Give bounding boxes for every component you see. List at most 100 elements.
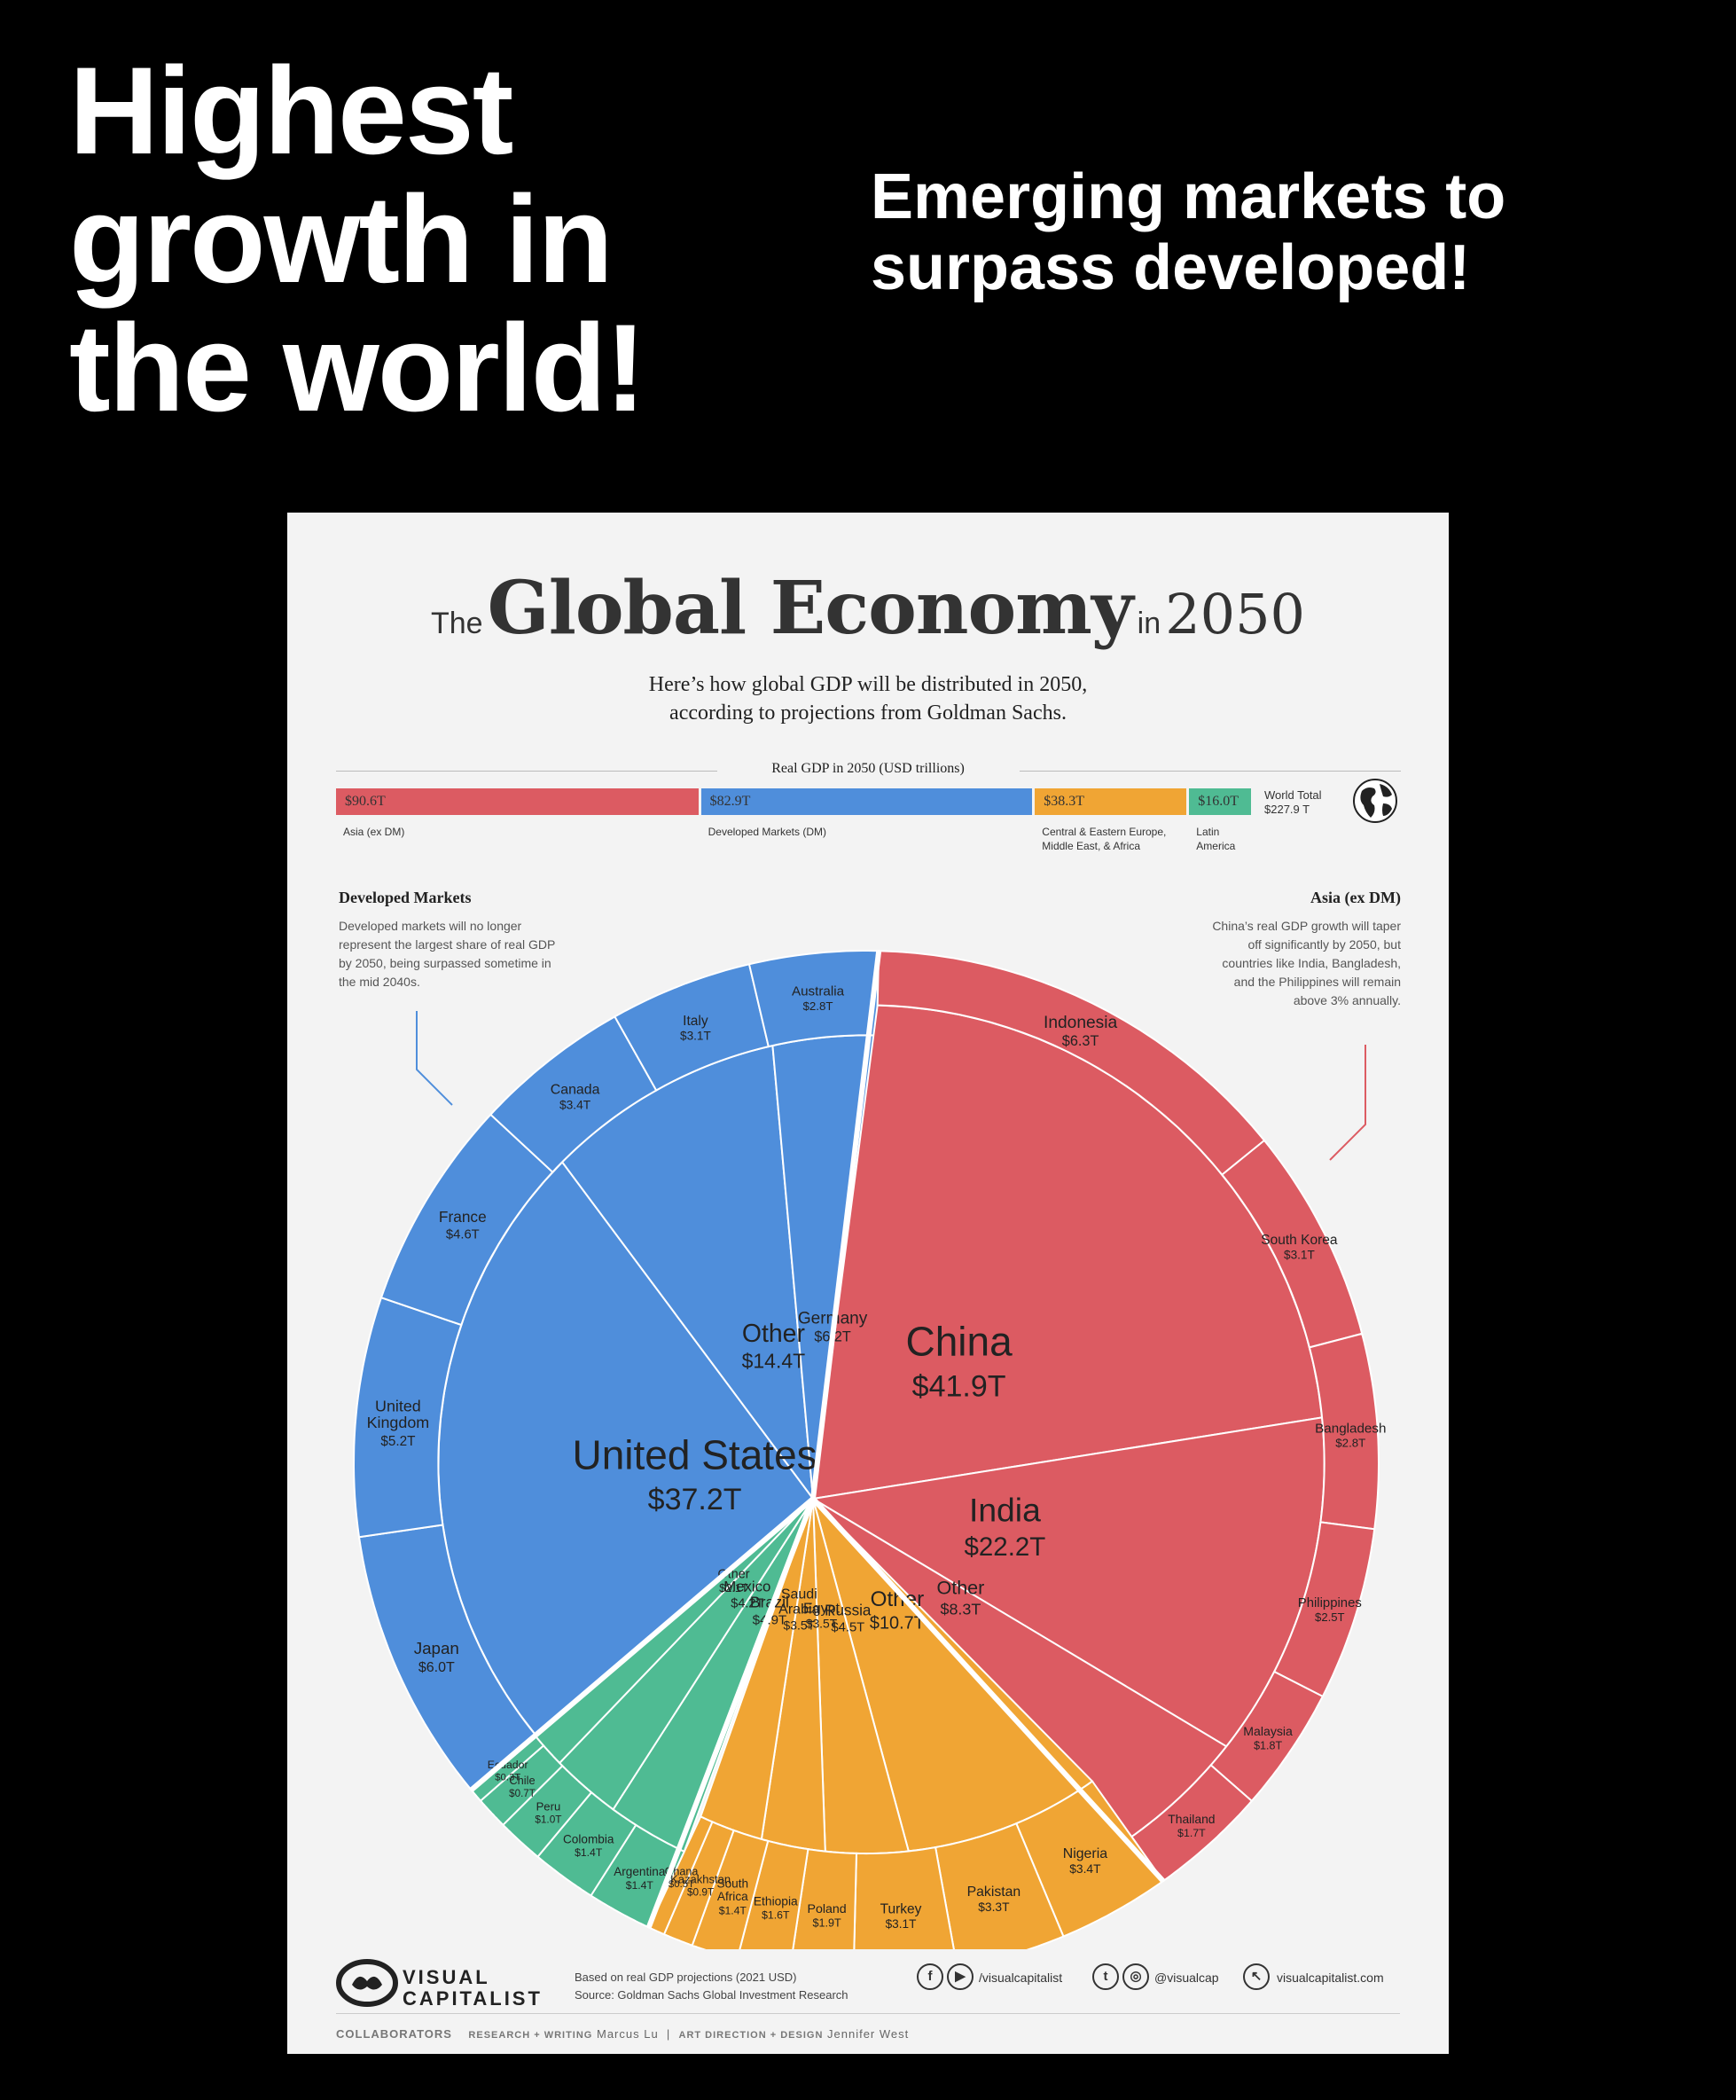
cell-label: Peru [536,1799,561,1813]
social-handle-visualcapitalist[interactable]: /visualcapitalist [979,1971,1063,1985]
cell-value: $0.9T [687,1886,714,1899]
title-pre: The [430,607,483,640]
cell-label: Africa [717,1890,748,1903]
cell-label: Australia [792,984,845,999]
cell-label: Indonesia [1044,1014,1118,1032]
cell-label: Malaysia [1243,1724,1293,1738]
cell-value: $3.1T [1284,1249,1315,1262]
website-link[interactable]: visualcapitalist.com [1277,1971,1384,1985]
cell-value: $1.4T [575,1846,603,1859]
cell-value: $14.4T [742,1350,806,1373]
credit-research-label: RESEARCH + WRITING [468,2030,593,2041]
asia-note-leader [1329,1045,1366,1161]
cell-label: Turkey [880,1902,922,1917]
cell-value: $3.5T [806,1617,838,1631]
credit-research-name: Marcus Lu [596,2027,659,2041]
cell-label: Arabia [778,1602,819,1618]
cell-label: United [375,1397,421,1414]
cell-value: $1.0T [535,1814,561,1826]
cell-label: Argentina [614,1865,666,1878]
infographic-card: The Global Economy in 2050 Here’s how gl… [287,513,1449,2054]
bar-segment-4: $16.0T [1189,788,1251,815]
group-boundary [810,1496,1166,1884]
cell-label: United States [573,1431,817,1477]
left-note-body: Developed markets will no longer represe… [339,919,556,989]
cursor-icon[interactable]: ↖ [1243,1963,1270,1990]
instagram-icon[interactable]: ◎ [1122,1963,1149,1990]
cell-value: $4.6T [446,1227,480,1242]
cell-value: $22.2T [964,1532,1045,1562]
cell-value: $10.7T [870,1613,925,1633]
cell-value: $1.6T [762,1909,790,1922]
cell-value: $1.4T [719,1905,747,1917]
cell-value: $0.7T [509,1788,536,1799]
cell-value: $4.5T [831,1621,864,1635]
cell-value: $1.7T [1177,1827,1206,1839]
cell-label: Ethiopia [754,1895,798,1908]
bar-segment-2: $82.9T [700,788,1033,815]
infographic-subtitle: Here’s how global GDP will be distribute… [648,673,1088,725]
infographic-title: The Global Economy in 2050 [287,566,1449,651]
bar-title: Real GDP in 2050 (USD trillions) [771,761,965,776]
cell-label: South Korea [1261,1233,1338,1248]
bar-segment-3: $38.3T [1035,788,1187,815]
bar-title-rule-right [1020,771,1401,772]
bar-title-rule-left [336,771,717,772]
cell-label: India [969,1492,1041,1529]
group-boundary [645,1497,816,1929]
headline: Highest growth in the world! [69,41,646,437]
footer-source: Based on real GDP projections (2021 USD)… [575,1971,848,2002]
visual-capitalist-logo [336,1959,398,2007]
twitter-icon[interactable]: t [1092,1963,1119,1990]
cell-label: Chile [509,1774,535,1787]
collaborators-label: COLLABORATORS [336,2027,452,2041]
cell-label: Kingdom [367,1414,430,1431]
cell-value: $3.3T [978,1900,1010,1914]
cell-value: $41.9T [912,1369,1006,1403]
cell-ceemea-ghana [647,1815,714,1936]
left-note-title: Developed Markets [339,889,472,906]
cell-label: Egypt [803,1602,840,1617]
cell-value: $2.1T [719,1581,748,1595]
cell-label: Japan [414,1639,459,1657]
footer-divider [336,2013,1400,2014]
cell-value: $4.2T [731,1597,763,1611]
cell-value: $4.9T [753,1613,787,1628]
title-in: in [1137,607,1161,640]
youtube-icon[interactable]: ▶ [947,1963,974,1990]
subheadline: Emerging markets to surpass developed! [871,161,1506,303]
cell-value: $3.1T [680,1030,711,1043]
cell-value: $0.3T [495,1773,520,1783]
cell-value: $5.2T [380,1434,415,1449]
right-note-body: China’s real GDP growth will taper off s… [1212,919,1401,1007]
bar-segment-1: $90.6T [336,788,699,815]
cell-label: Thailand [1168,1812,1215,1826]
cell-label: Philippines [1298,1596,1362,1610]
bar-category-label-2: Developed Markets (DM) [708,826,826,838]
cell-label: Kazakhstan [670,1873,731,1886]
social-handle-visualcap[interactable]: @visualcap [1154,1971,1219,1985]
cell-value: $2.8T [1335,1437,1365,1450]
cell-asia-china [811,1004,1324,1501]
gdp-voronoi-chart: United States$37.2TOther$14.4TGermany$6.… [352,950,1386,1949]
cell-value: $37.2T [648,1483,742,1516]
cell-value: $2.5T [1315,1610,1344,1624]
cell-label: China [905,1319,1013,1365]
cell-label: Saudi [781,1587,817,1602]
group-boundary [810,950,882,1500]
cell-value: $8.3T [941,1600,981,1618]
bar-category-label-3: Central & Eastern Europe, Middle East, &… [1042,826,1167,852]
cell-value: $6.3T [1062,1033,1099,1049]
cell-value: $1.8T [1254,1739,1282,1751]
bar-category-label-1: Asia (ex DM) [343,826,405,838]
collaborators-line: COLLABORATORS RESEARCH + WRITING Marcus … [336,2027,910,2041]
title-year: 2050 [1165,582,1306,646]
cell-label: South [717,1877,749,1891]
facebook-icon[interactable]: f [917,1963,943,1990]
cell-label: Canada [551,1083,600,1098]
cell-label: Pakistan [967,1885,1021,1900]
cell-label: Other [937,1578,985,1599]
world-total: World Total $227.9 T [1264,788,1322,816]
cell-label: Brazil [750,1594,789,1611]
cell-label: Russia [825,1602,872,1618]
